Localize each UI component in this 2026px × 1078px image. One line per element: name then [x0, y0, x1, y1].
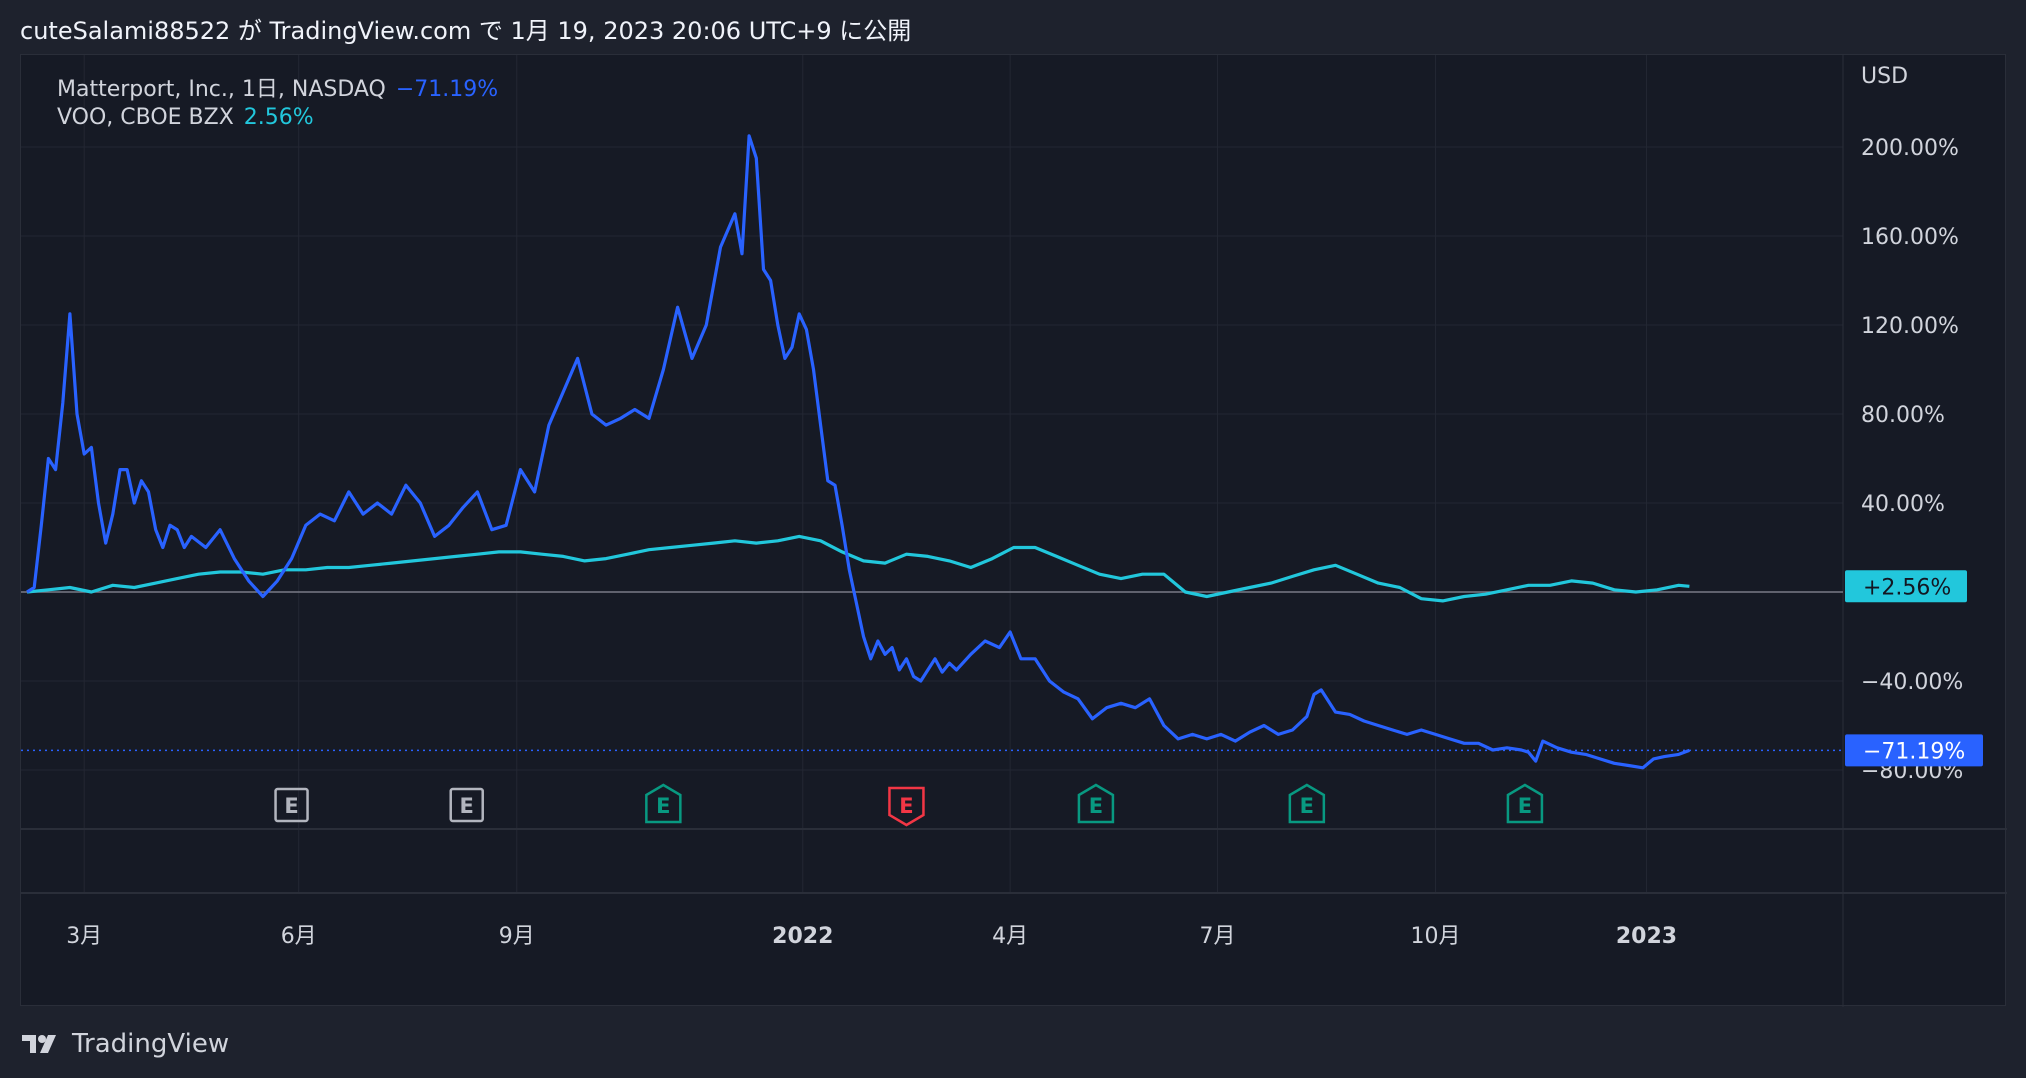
earnings-marker-label: E: [1518, 794, 1532, 818]
chart-canvas[interactable]: USD 200.00% 160.00% 120.00% 80.00% 40.00% −40.…: [21, 55, 2007, 1007]
matterport-last-value-label-bg: [1845, 734, 1983, 767]
x-tick-label: 9月: [499, 924, 535, 949]
legend-matterport-value: −71.19%: [395, 77, 499, 102]
publish-line: cuteSalami88522 が TradingView.com で 1月 1…: [20, 17, 912, 45]
x-tick-label: 3月: [66, 924, 102, 949]
earnings-marker-2[interactable]: E: [449, 787, 484, 823]
earnings-marker-label: E: [899, 794, 913, 818]
earnings-marker-label: E: [1089, 794, 1103, 818]
earnings-marker-label: E: [656, 794, 670, 818]
earnings-marker-shape: [645, 783, 682, 824]
series-line-voo: [26, 534, 1690, 603]
y-tick-label: 40.00%: [1861, 492, 1945, 517]
voo-last-value-label-bg: [1845, 570, 1967, 603]
tradingview-logo-icon: [22, 1035, 56, 1053]
legend-voo-value: 2.56%: [243, 105, 314, 130]
tradingview-brand: TradingView: [72, 1029, 230, 1059]
y-tick-label: 200.00%: [1861, 136, 1959, 161]
y-tick-label: 80.00%: [1861, 403, 1945, 428]
earnings-marker-1[interactable]: E: [274, 787, 309, 823]
x-tick-label: 4月: [992, 924, 1028, 949]
matterport-last-value-label: −71.19%: [1863, 739, 1965, 764]
chart-pane[interactable]: USD 200.00% 160.00% 120.00% 80.00% 40.00% −40.…: [20, 54, 2007, 1007]
legend-voo-name: VOO, CBOE BZX: [57, 105, 234, 130]
x-tick-label: 10月: [1411, 924, 1461, 949]
y-tick-label: 120.00%: [1861, 314, 1959, 339]
voo-last-value-label: +2.56%: [1863, 575, 1951, 600]
earnings-marker-7[interactable]: E: [1506, 783, 1544, 824]
earnings-marker-6[interactable]: E: [1288, 783, 1326, 824]
earnings-marker-shape: [888, 786, 925, 827]
earnings-marker-label: E: [1300, 794, 1314, 818]
earnings-marker-shape: [1077, 783, 1115, 824]
y-tick-label: −40.00%: [1861, 670, 1963, 695]
currency-label: USD: [1861, 64, 1908, 89]
legend-matterport[interactable]: Matterport, Inc., 1日, NASDAQ −71.19%: [57, 71, 498, 103]
earnings-marker-shape: [449, 787, 484, 823]
x-tick-label: 7月: [1199, 924, 1235, 949]
earnings-marker-shape: [1506, 783, 1544, 824]
x-tick-label: 2022: [772, 924, 833, 949]
series-line-matterport: [26, 134, 1690, 770]
x-tick-label: 2023: [1616, 924, 1677, 949]
x-tick-label: 6月: [281, 924, 317, 949]
earnings-marker-shape: [1288, 783, 1326, 824]
legend-matterport-name: Matterport, Inc., 1日, NASDAQ: [57, 77, 386, 102]
earnings-marker-4[interactable]: E: [888, 786, 925, 827]
earnings-marker-label: E: [460, 794, 474, 818]
legend-voo[interactable]: VOO, CBOE BZX 2.56%: [57, 105, 314, 130]
earnings-marker-3[interactable]: E: [645, 783, 682, 824]
y-tick-label: 160.00%: [1861, 225, 1959, 250]
earnings-marker-label: E: [284, 794, 298, 818]
earnings-marker-shape: [274, 787, 309, 823]
tradingview-logo[interactable]: TradingView: [20, 1024, 229, 1064]
earnings-marker-5[interactable]: E: [1077, 783, 1115, 824]
